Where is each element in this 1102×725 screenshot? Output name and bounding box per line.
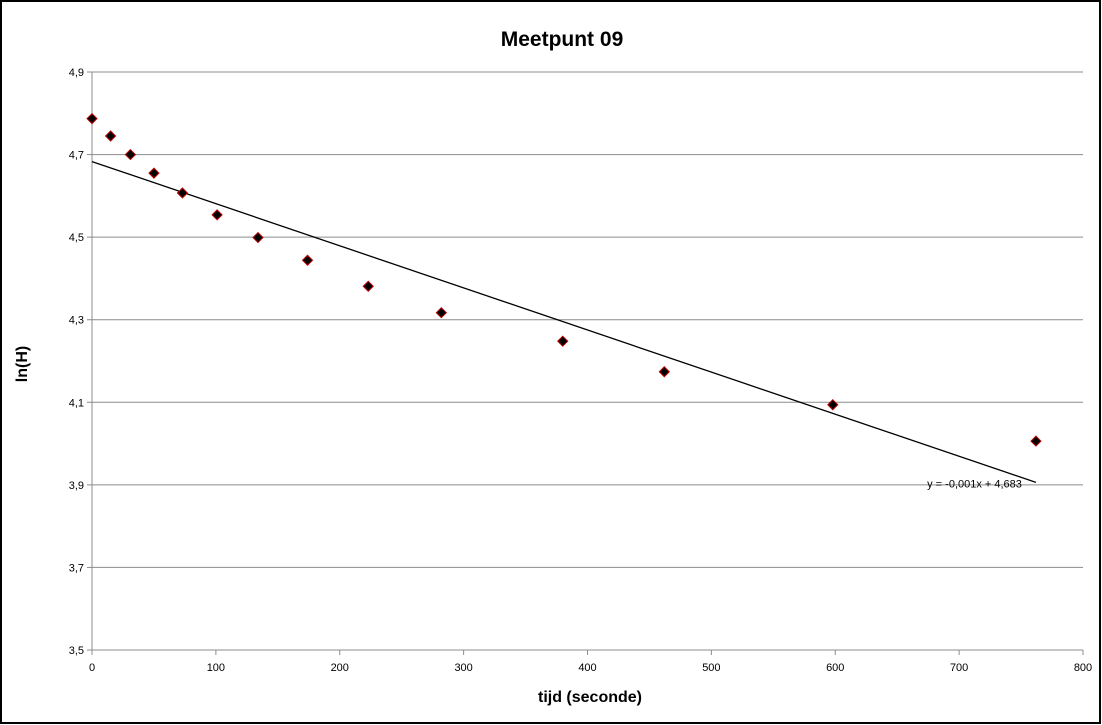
- data-point: [252, 231, 264, 244]
- x-tick-label: 700: [950, 662, 968, 674]
- x-tick-label: 600: [826, 662, 844, 674]
- data-point: [1030, 435, 1042, 447]
- data-point: [211, 209, 223, 221]
- data-point: [301, 254, 314, 266]
- chart-title: Meetpunt 09: [501, 28, 624, 51]
- y-tick-label: 4,1: [69, 397, 84, 409]
- data-point: [86, 112, 98, 125]
- y-tick-labels: 3,5 3,7 3,9 4,1 4,3 4,5 4,7 4,9: [69, 67, 84, 657]
- trendline: [91, 160, 1037, 483]
- data-points: [86, 112, 1042, 447]
- data-point: [176, 187, 189, 199]
- trendline-equation: y = -0,001x + 4,683: [927, 478, 1022, 490]
- y-tick-label: 4,7: [69, 150, 84, 162]
- data-point: [124, 148, 137, 161]
- y-tick-label: 4,5: [69, 232, 84, 244]
- data-point: [148, 167, 160, 179]
- y-tick-label: 4,9: [69, 67, 84, 79]
- trendline-group: y = -0,001x + 4,683: [91, 160, 1037, 490]
- data-point: [557, 335, 569, 347]
- data-point: [435, 306, 448, 319]
- x-tick-label: 200: [331, 662, 349, 674]
- gridlines: [92, 71, 1083, 568]
- data-point: [827, 399, 839, 411]
- x-axis-label: tijd (seconde): [538, 689, 642, 706]
- data-point: [362, 280, 374, 292]
- x-tick-label: 800: [1074, 662, 1092, 674]
- x-tick-label: 400: [578, 662, 596, 674]
- x-tick-label: 500: [702, 662, 720, 674]
- x-tick-label: 0: [89, 662, 95, 674]
- y-tick-label: 3,9: [69, 480, 84, 492]
- axes: [87, 71, 1084, 655]
- x-tick-label: 100: [207, 662, 225, 674]
- x-tick-labels: 0 100 200 300 400 500 600 700 800: [89, 662, 1092, 674]
- y-tick-label: 4,3: [69, 315, 84, 327]
- data-point: [658, 366, 671, 378]
- y-axis-label: ln(H): [14, 346, 31, 382]
- data-point: [104, 130, 117, 142]
- y-tick-label: 3,7: [69, 562, 84, 574]
- y-tick-label: 3,5: [69, 645, 84, 657]
- x-tick-label: 300: [454, 662, 472, 674]
